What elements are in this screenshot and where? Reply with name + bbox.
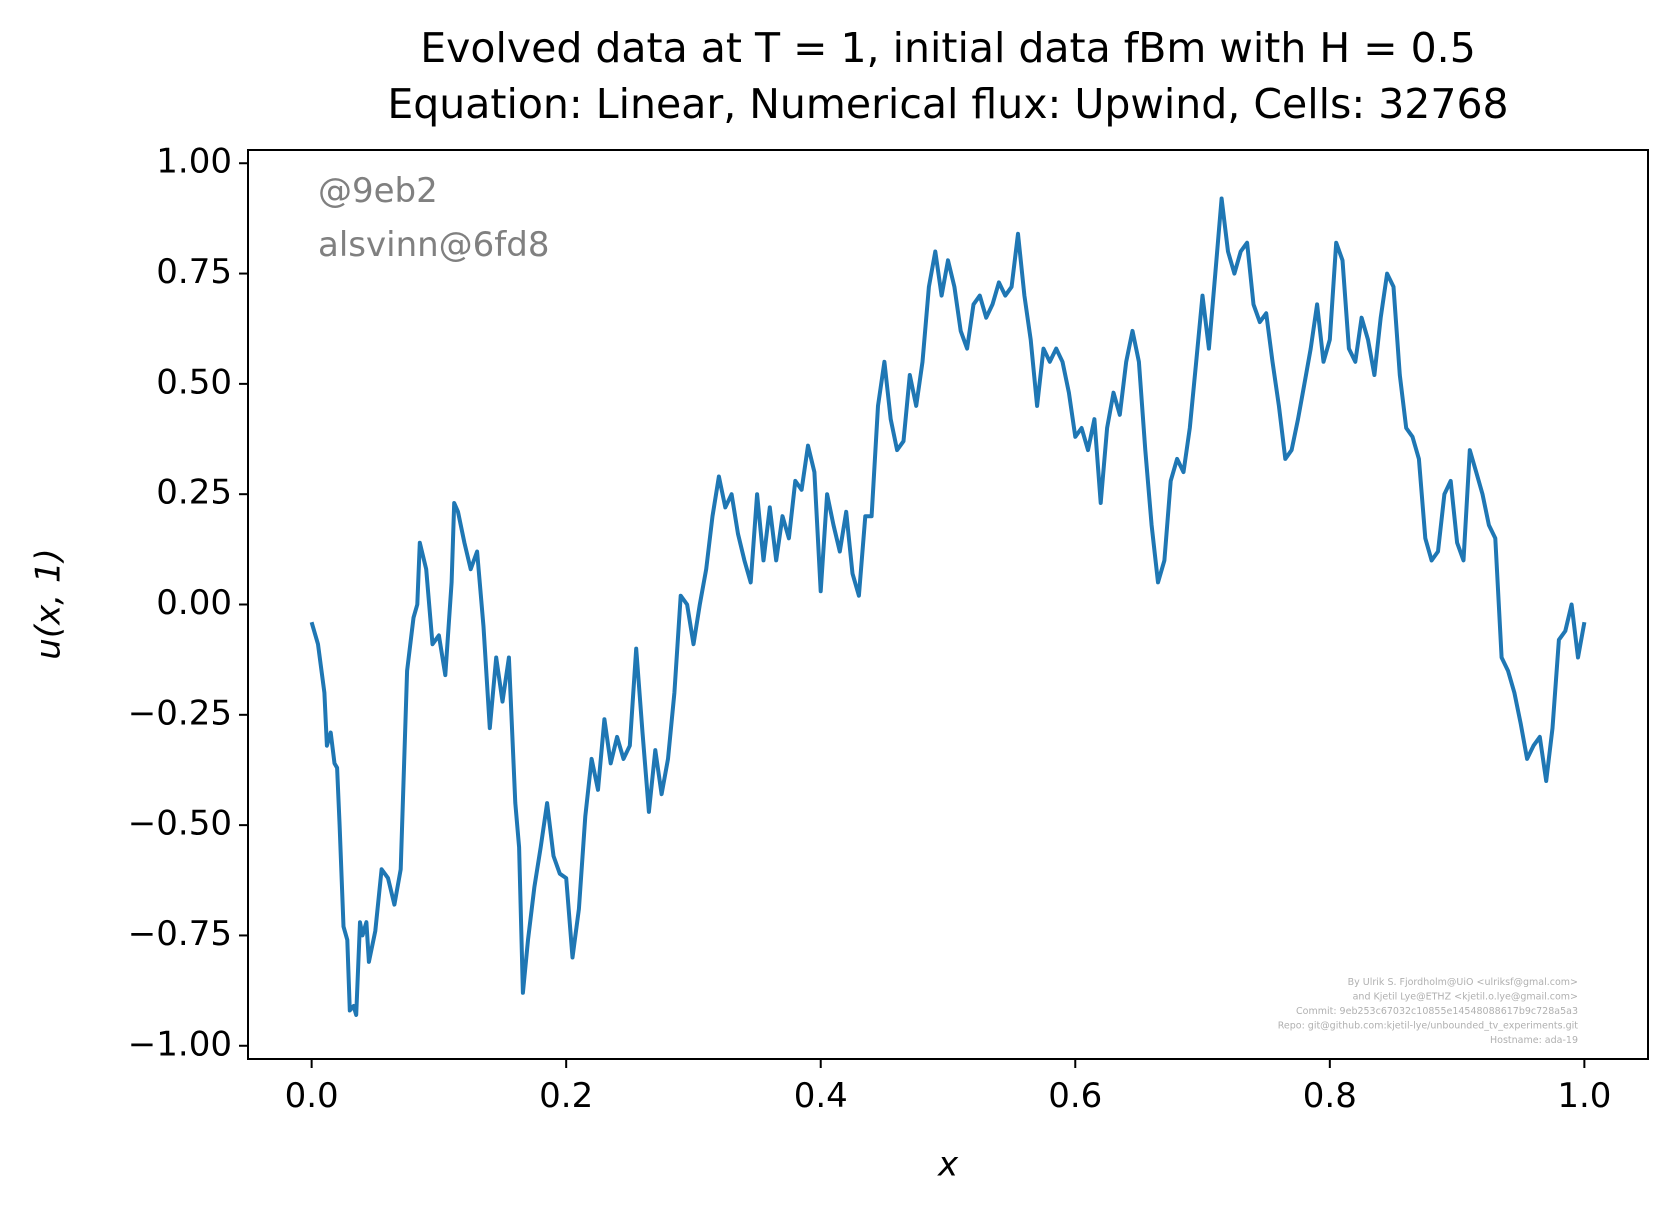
credit-line: and Kjetil Lye@ETHZ <kjetil.o.lye@gmail.… <box>1353 992 1578 1003</box>
y-tick-label: −0.25 <box>128 693 232 733</box>
annotation: alsvinn@6fd8 <box>318 225 549 265</box>
credit-line: Hostname: ada-19 <box>1490 1035 1578 1046</box>
y-tick-label: 0.00 <box>156 583 232 623</box>
y-tick-label: 0.75 <box>156 252 232 292</box>
x-tick-label: 0.0 <box>285 1076 339 1116</box>
x-axis-label: x <box>937 1145 959 1185</box>
credit-line: Commit: 9eb253c67032c10855e14548088617b9… <box>1296 1006 1578 1017</box>
y-tick-label: 0.25 <box>156 473 232 513</box>
chart-title: Evolved data at T = 1, initial data fBm … <box>420 24 1476 72</box>
credit-line: Repo: git@github.com:kjetil-lye/unbounde… <box>1278 1021 1579 1032</box>
x-tick-label: 0.4 <box>794 1076 848 1116</box>
y-tick-label: 1.00 <box>156 142 232 182</box>
x-tick-label: 0.8 <box>1303 1076 1357 1116</box>
y-tick-label: −1.00 <box>128 1024 232 1064</box>
x-tick-label: 0.2 <box>539 1076 593 1116</box>
credit-line: By Ulrik S. Fjordholm@UiO <ulriksf@gmal.… <box>1348 977 1578 988</box>
x-tick-label: 1.0 <box>1557 1076 1611 1116</box>
y-tick-label: −0.50 <box>128 804 232 844</box>
y-tick-label: −0.75 <box>128 914 232 954</box>
data-line <box>309 196 1587 1017</box>
y-axis-label: u(x, 1) <box>29 548 69 659</box>
chart-subtitle: Equation: Linear, Numerical flux: Upwind… <box>387 80 1508 128</box>
axes-frame <box>247 149 1649 1060</box>
y-tick-label: 0.50 <box>156 362 232 402</box>
annotation: @9eb2 <box>318 171 438 211</box>
x-tick-label: 0.6 <box>1048 1076 1102 1116</box>
